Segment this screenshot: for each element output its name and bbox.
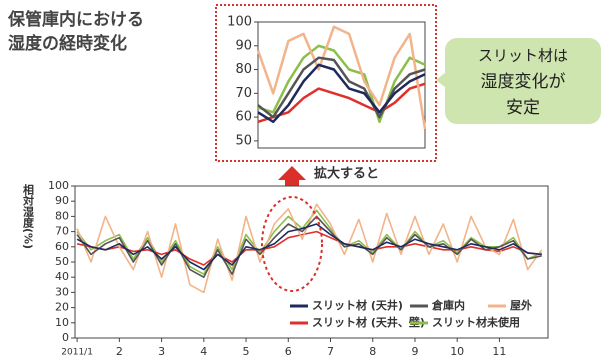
callout-pointer [436, 72, 446, 88]
y-tick-label: 20 [55, 301, 69, 314]
x-tick-label: 5 [243, 345, 250, 358]
callout-line: スリット材は [478, 47, 568, 65]
x-tick-label: 4 [200, 345, 207, 358]
x-tick-label: 2 [116, 345, 123, 358]
charts: 0 10 20 30 40 50 60 70 80 90 100 2011/1 2 3 4 5 6 7 8 9 10 11… [22, 15, 549, 358]
x-tick-label: 9 [411, 345, 418, 358]
x-tick-label: 2011/1 [61, 348, 93, 358]
y-tick-label: 90 [235, 38, 252, 53]
y-tick-label: 30 [55, 285, 69, 298]
y-tick-label: 50 [55, 255, 69, 268]
title-line: 保管庫内における [7, 9, 144, 30]
y-tick-label: 80 [235, 62, 252, 77]
x-tick-label: 7 [327, 345, 334, 358]
series-line [76, 209, 543, 276]
zoom-frame [215, 4, 437, 162]
legend-label: 倉庫内 [431, 298, 465, 312]
legend-label: スリット材 (天井、壁) [312, 315, 425, 329]
series-line [76, 223, 542, 271]
y-tick-label: 100 [227, 15, 252, 30]
legend-label: スリット材未使用 [432, 315, 520, 329]
y-tick-label: 0 [62, 331, 69, 344]
y-tick-label: 70 [55, 225, 69, 238]
y-tick-label: 60 [55, 240, 69, 253]
y-tick-label: 80 [55, 209, 69, 222]
callout-line: 湿度変化が [481, 72, 566, 92]
callout-box [445, 38, 601, 124]
title-line: 湿度の経時変化 [8, 33, 127, 54]
zoom-label: 拡大すると [314, 166, 379, 182]
callout-line: 安定 [506, 98, 540, 118]
series-line [257, 56, 426, 119]
y-tick-label: 60 [235, 110, 252, 125]
x-tick-label: 6 [285, 345, 292, 358]
y-tick-label: 90 [55, 194, 69, 207]
series-line [257, 44, 426, 124]
x-tick-label: 3 [158, 345, 165, 358]
y-tick-label: 10 [55, 316, 69, 329]
y-tick-label: 100 [48, 179, 69, 192]
x-tick-label: 10 [450, 345, 464, 358]
legend-label: スリット材 (天井) [312, 298, 403, 312]
y-tick-label: 40 [55, 270, 69, 283]
x-tick-label: 11 [492, 345, 506, 358]
highlight-ellipse [261, 196, 323, 292]
x-tick-label: 8 [369, 345, 376, 358]
legend-label: 屋外 [510, 298, 532, 312]
y-tick-label: 50 [235, 133, 252, 148]
series-line [257, 82, 426, 123]
series-line [257, 63, 426, 124]
y-axis-label: 相対湿度(%) [22, 183, 36, 249]
y-tick-label: 70 [235, 86, 252, 101]
series-line [256, 25, 427, 130]
legend-box [284, 297, 544, 332]
